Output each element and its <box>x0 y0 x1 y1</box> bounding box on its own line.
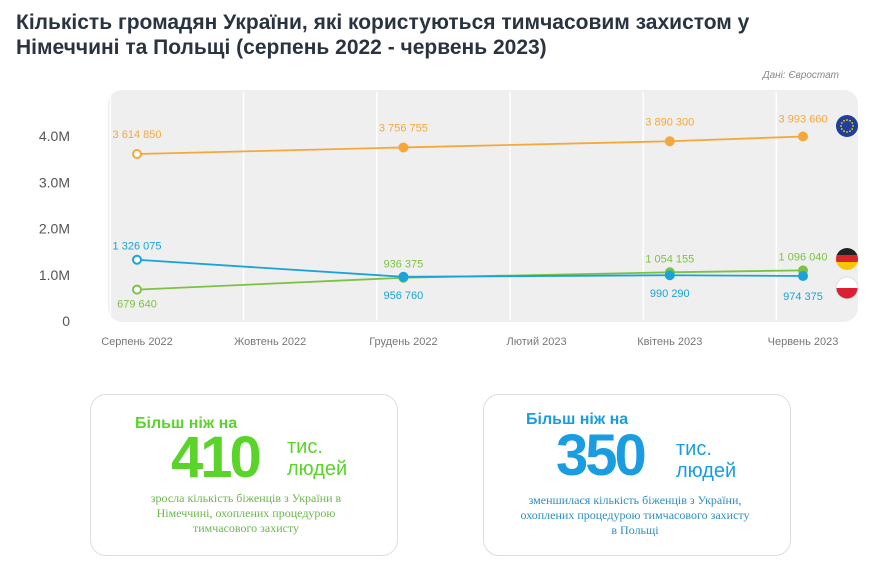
de-series-line <box>136 269 804 291</box>
card-description: зросла кількість біженців з України в Ні… <box>150 491 342 535</box>
eu-flag-star <box>843 130 845 133</box>
poland-stat-card: Більш ніж на 350 тис. людей зменшилася к… <box>483 394 791 556</box>
poland-flag-icon <box>836 277 858 288</box>
eu-series-line <box>136 135 804 155</box>
x-tick-label: Жовтень 2022 <box>234 336 306 348</box>
eu-data-point <box>664 136 675 147</box>
eu-flag-star <box>852 125 854 127</box>
y-tick-label: 1.0M <box>39 267 70 283</box>
chart-title: Кількість громадян України, які користую… <box>16 11 750 59</box>
plot-background <box>108 90 858 322</box>
eu-flag-star <box>851 128 854 130</box>
card-lead: Більш ніж на <box>135 415 238 432</box>
eu-flag-star <box>840 128 843 130</box>
pl-data-label: 1 326 075 <box>113 241 162 253</box>
pl-data-label: 974 375 <box>783 291 823 303</box>
eu-data-point <box>398 142 409 153</box>
de-data-point <box>132 284 142 295</box>
y-tick-label: 0 <box>62 313 70 329</box>
x-tick-label: Червень 2023 <box>768 336 839 348</box>
germany-flag-icon <box>836 248 858 256</box>
pl-data-point <box>398 271 409 282</box>
pl-data-point <box>798 270 808 281</box>
x-tick-label: Лютий 2023 <box>507 336 567 348</box>
y-tick-label: 3.0M <box>39 174 70 190</box>
x-tick-label: Квітень 2023 <box>637 336 702 348</box>
eu-flag-star <box>846 119 848 121</box>
germany-stat-card: Більш ніж на 410 тис. людей зросла кільк… <box>90 394 398 556</box>
eu-flag-star <box>849 130 851 133</box>
eu-flag-star <box>840 122 843 124</box>
eu-flag-star <box>843 119 845 122</box>
eu-flag-star <box>849 119 851 122</box>
de-data-label: 1 096 040 <box>779 251 828 263</box>
eu-data-label: 3 993 660 <box>779 113 828 125</box>
eu-data-label: 3 756 755 <box>379 122 428 134</box>
eu-flag-star <box>851 122 854 124</box>
de-data-label: 679 640 <box>117 299 157 311</box>
card-description: зменшилася кількість біженців з України,… <box>520 493 750 537</box>
card-number: 350 <box>556 423 647 488</box>
pl-data-label: 990 290 <box>650 288 690 300</box>
card-number: 410 <box>171 425 262 490</box>
eu-data-point <box>132 148 142 159</box>
line-chart: 0 1.0M 2.0M 3.0M 4.0M Серпень 2022 Жовтень 202… <box>39 90 859 348</box>
pl-data-point <box>132 254 142 265</box>
germany-flag-icon <box>836 262 858 270</box>
germany-flag-icon <box>836 255 858 263</box>
poland-flag-border <box>835 276 859 300</box>
card-unit: тис. <box>676 438 712 460</box>
card-lead: Більш ніж на <box>526 411 629 428</box>
eu-flag-star <box>846 131 848 133</box>
source-note: Дані: Євростат <box>762 70 839 81</box>
eu-data-label: 3 890 300 <box>645 116 694 128</box>
y-tick-label: 4.0M <box>39 128 70 144</box>
eu-data-label: 3 614 850 <box>113 129 162 141</box>
card-unit: людей <box>676 460 737 482</box>
card-unit: людей <box>287 458 348 480</box>
eu-data-point <box>798 131 808 142</box>
card-unit: тис. <box>287 436 323 458</box>
pl-data-point <box>664 270 675 281</box>
eu-flag-star <box>840 125 842 127</box>
de-data-label: 936 375 <box>384 259 424 271</box>
poland-flag-icon <box>836 288 858 299</box>
de-data-label: 1 054 155 <box>645 253 694 265</box>
x-tick-label: Грудень 2022 <box>369 336 437 348</box>
x-tick-label: Серпень 2022 <box>101 336 173 348</box>
eu-flag-icon <box>836 115 858 137</box>
y-tick-label: 2.0M <box>39 221 70 237</box>
pl-data-label: 956 760 <box>384 290 424 302</box>
pl-series-line <box>136 258 804 278</box>
